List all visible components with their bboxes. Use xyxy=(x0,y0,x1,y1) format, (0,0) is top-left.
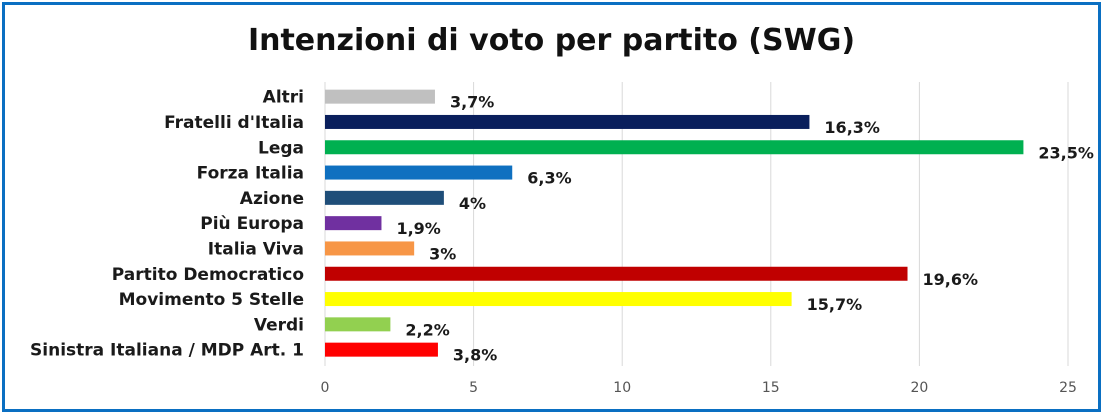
data-label: 3% xyxy=(429,244,456,263)
bar xyxy=(325,89,435,104)
x-tick-label: 0 xyxy=(321,380,330,396)
data-label: 3,7% xyxy=(450,93,494,112)
category-label: Sinistra Italiana / MDP Art. 1 xyxy=(30,341,304,361)
category-label: Lega xyxy=(258,138,304,158)
chart-title: Intenzioni di voto per partito (SWG) xyxy=(247,23,856,58)
category-label: Verdi xyxy=(254,315,304,335)
bar xyxy=(325,241,415,256)
bar xyxy=(325,266,908,281)
data-label: 3,8% xyxy=(453,346,497,365)
category-labels: Altri Fratelli d'Italia Lega Forza Italia Az… xyxy=(30,88,304,361)
category-label: Forza Italia xyxy=(197,164,304,184)
data-labels: 3,7% 16,3% 23,5% 6,3% 4% 1,9% 3% 19,6% 15,7% 2,2%… xyxy=(396,93,1093,365)
bars xyxy=(325,89,1024,357)
data-label: 1,9% xyxy=(396,219,440,238)
data-label: 16,3% xyxy=(824,118,880,137)
x-tick-label: 15 xyxy=(762,380,780,396)
category-label: Azione xyxy=(240,189,304,209)
category-label: Più Europa xyxy=(200,214,304,234)
category-label: Partito Democratico xyxy=(112,265,304,285)
bar xyxy=(325,165,513,180)
data-label: 19,6% xyxy=(923,270,979,289)
bar xyxy=(325,190,444,205)
bar xyxy=(325,114,810,129)
data-label: 23,5% xyxy=(1038,143,1094,162)
x-tick-label: 25 xyxy=(1059,380,1077,396)
data-label: 15,7% xyxy=(807,295,863,314)
x-axis-ticks: 0 5 10 15 20 25 xyxy=(321,380,1077,396)
gridlines xyxy=(324,82,1069,366)
data-label: 4% xyxy=(459,194,486,213)
category-label: Movimento 5 Stelle xyxy=(119,290,304,310)
category-label: Altri xyxy=(263,88,304,108)
category-label: Fratelli d'Italia xyxy=(164,113,304,133)
bar xyxy=(325,292,792,307)
data-label: 2,2% xyxy=(405,320,449,339)
x-tick-label: 10 xyxy=(613,380,631,396)
category-label: Italia Viva xyxy=(208,239,304,259)
x-tick-label: 20 xyxy=(910,380,928,396)
data-label: 6,3% xyxy=(527,169,571,188)
bar xyxy=(325,317,391,332)
bar xyxy=(325,140,1024,155)
x-tick-label: 5 xyxy=(469,380,478,396)
bar xyxy=(325,216,382,231)
bar xyxy=(325,342,438,357)
